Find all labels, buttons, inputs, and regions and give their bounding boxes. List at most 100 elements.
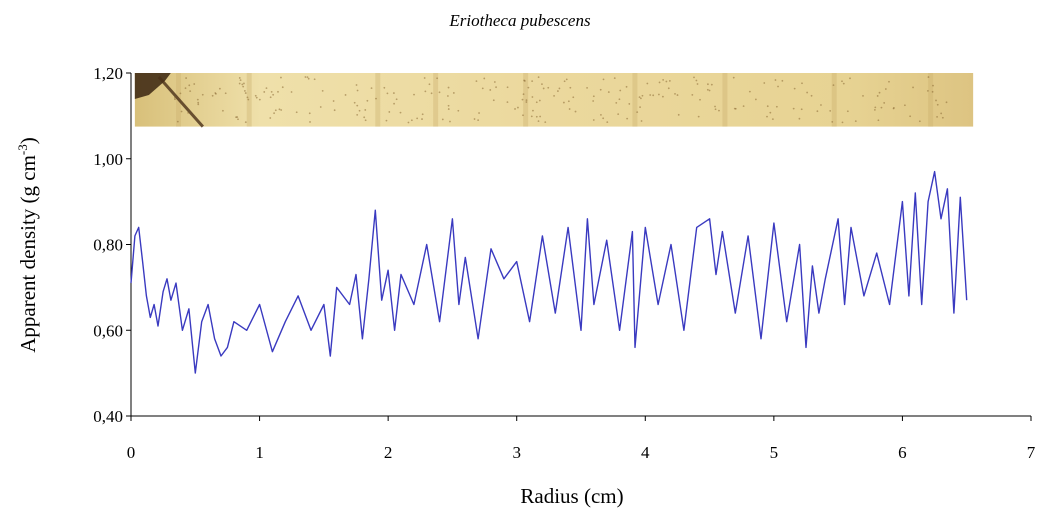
wood-pore [909, 115, 912, 118]
wood-pore [568, 108, 571, 110]
wood-pore [607, 91, 610, 93]
wood-pore [640, 120, 643, 122]
wood-crack [157, 76, 204, 128]
x-axis-ticks: 0 1 2 3 4 5 6 7 [127, 416, 1036, 462]
wood-pore [246, 96, 249, 99]
wood-pore [535, 115, 538, 118]
wood-pore [874, 106, 877, 109]
x-tick-label: 7 [1027, 443, 1036, 462]
wood-pore [841, 80, 843, 83]
wood-pore [806, 91, 809, 94]
wood-pore [290, 91, 293, 93]
wood-pore [748, 90, 751, 93]
wood-pore [392, 92, 395, 94]
wood-pore [238, 77, 241, 79]
wood-pore [184, 87, 187, 90]
wood-pore [883, 102, 886, 104]
wood-pore [449, 120, 451, 123]
wood-pore [657, 93, 660, 96]
wood-pore [239, 79, 242, 82]
wood-pore [903, 104, 906, 107]
wood-pore [628, 103, 631, 105]
wood-pore [544, 121, 547, 124]
wood-pore [572, 96, 575, 99]
wood-pore [652, 94, 655, 97]
wood-pore [506, 101, 509, 103]
wood-pore [567, 100, 570, 103]
wood-strip-background [134, 73, 974, 127]
y-tick-label: 1,20 [93, 64, 123, 83]
wood-pore [547, 86, 550, 89]
wood-pore [344, 94, 347, 96]
wood-pore [775, 105, 778, 108]
wood-pore [281, 86, 284, 89]
wood-pore [892, 107, 895, 110]
density-series-line [130, 170, 968, 374]
wood-pore [763, 82, 766, 84]
wood-pore [696, 83, 699, 85]
wood-pore [829, 109, 832, 112]
wood-pore [941, 116, 944, 119]
wood-pore [766, 105, 769, 108]
wood-pore [423, 77, 426, 79]
wood-pore [273, 112, 275, 115]
wood-pore [238, 82, 241, 85]
wood-pore [527, 86, 530, 89]
wood-pore [363, 116, 366, 119]
wood-pore [619, 89, 622, 92]
wood-pore [173, 96, 176, 99]
wood-pore [424, 90, 427, 93]
wood-pore [269, 96, 272, 99]
wood-pore [383, 86, 386, 89]
wood-pore [244, 92, 247, 94]
wood-pore [309, 121, 311, 123]
wood-pore [816, 110, 819, 113]
wood-pore [615, 101, 618, 104]
wood-ring-band [831, 73, 837, 127]
wood-pore [446, 95, 449, 97]
wood-sample-image [134, 73, 974, 128]
wood-pore [831, 120, 834, 123]
wood-pore [255, 96, 258, 99]
wood-pore [313, 78, 316, 81]
wood-pore [197, 103, 200, 106]
wood-pore [395, 98, 398, 101]
y-tick-label: 0,60 [93, 321, 123, 340]
wood-pore [538, 99, 541, 102]
wood-pore [810, 94, 813, 97]
y-axis-title-suffix: ) [16, 137, 40, 144]
wood-pore [602, 78, 605, 81]
wood-pore [525, 101, 528, 103]
wood-pore [888, 80, 890, 83]
wood-pore [272, 93, 275, 96]
wood-pore [214, 92, 217, 94]
wood-pore [356, 104, 359, 107]
wood-pore [356, 113, 359, 116]
wood-pore [537, 76, 540, 79]
wood-pore [557, 90, 559, 92]
wood-pore [243, 82, 245, 85]
x-tick-label: 0 [127, 443, 136, 462]
wood-pore [247, 98, 250, 101]
wood-pore [563, 80, 566, 83]
wood-pore [832, 84, 835, 87]
wood-pore [492, 99, 495, 102]
wood-pore [718, 109, 720, 112]
wood-pore [574, 110, 577, 113]
wood-pore [306, 76, 309, 79]
wood-pore [386, 92, 389, 95]
wood-pore [421, 118, 423, 120]
wood-pore [258, 98, 261, 101]
wood-pore [447, 104, 450, 107]
wood-pore [662, 95, 664, 98]
wood-pore [196, 98, 199, 101]
wood-pore [244, 121, 247, 124]
wood-pore [708, 89, 711, 92]
wood-pore [531, 80, 534, 83]
wood-pore [640, 97, 642, 100]
wood-pore [319, 106, 322, 108]
wood-pore [211, 94, 214, 97]
wood-pore [781, 79, 784, 82]
wood-pore [254, 94, 257, 97]
wood-pore [280, 76, 282, 79]
